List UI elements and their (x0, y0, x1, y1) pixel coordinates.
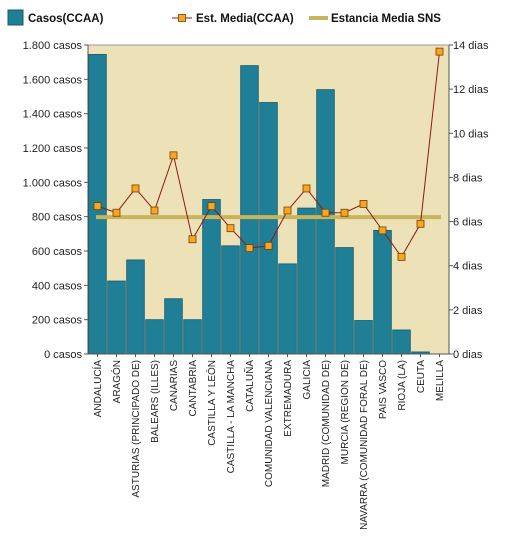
line-point (169, 151, 178, 160)
line-point (416, 219, 425, 228)
line-point (131, 184, 140, 193)
category-label: COMUNIDAD VALENCIANA (264, 360, 275, 487)
left-tick-label: 1.600 casos (23, 74, 83, 86)
line-point (112, 208, 121, 217)
category-label: BALEARS (ILLES) (150, 360, 161, 443)
left-tick-label: 1.800 casos (23, 40, 83, 52)
line-point (321, 208, 330, 217)
legend-label: Casos(CCAA) (28, 13, 104, 25)
right-tick-label: 8 dias (453, 172, 483, 184)
legend: Casos(CCAA) Est. Media(CCAA) Estancia Medi… (7, 9, 441, 26)
right-tick-label: 0 dias (453, 349, 483, 361)
legend-swatch-marker (178, 14, 186, 22)
left-tick-label: 1.000 casos (23, 177, 83, 189)
bar (278, 263, 297, 355)
bar (107, 280, 126, 355)
category-label: CASTILLA - LA MANCHA (226, 360, 237, 474)
line-point (302, 184, 311, 193)
bar (183, 319, 202, 355)
right-tick-label: 6 dias (453, 217, 483, 229)
bar (316, 89, 335, 355)
category-label: MURCIA (REGION DE) (340, 360, 351, 464)
bar (202, 199, 221, 355)
bar (164, 298, 183, 355)
line-point (188, 235, 197, 244)
category-label: ASTURIAS (PRINCIPADO DE) (131, 360, 142, 498)
left-tick-label: 200 casos (32, 315, 83, 327)
bar (259, 102, 278, 355)
bar (221, 245, 240, 355)
line-point (359, 200, 368, 208)
category-label: GALICIA (302, 360, 313, 400)
line-point (435, 47, 444, 56)
right-tick-label: 2 dias (453, 305, 483, 317)
bar (145, 319, 164, 355)
legend-swatch-bar (7, 9, 24, 26)
right-tick-label: 14 dias (453, 40, 489, 52)
category-label: CEUTA (416, 360, 427, 393)
left-tick-label: 0 casos (44, 349, 82, 361)
category-label: MADRID (COMUNIDAD DE) (321, 360, 332, 487)
bar (126, 259, 145, 355)
category-label: CASTILLA Y LEÓN (205, 360, 218, 446)
left-tick-label: 600 casos (32, 246, 83, 258)
bar (354, 320, 373, 355)
legend-label: Estancia Media SNS (331, 13, 441, 25)
bar (373, 229, 392, 355)
line-point (264, 241, 273, 250)
bar (392, 329, 411, 355)
category-label: MELILLA (435, 360, 446, 401)
category-label: EXTREMADURA (283, 360, 294, 437)
legend-label: Est. Media(CCAA) (196, 13, 294, 25)
line-point (93, 202, 102, 211)
bar (335, 247, 354, 355)
right-tick-label: 10 dias (453, 128, 489, 140)
category-label: CATALUÑA (243, 360, 256, 412)
category-label: ARAGÓN (110, 360, 123, 403)
category-label: PAIS VASCO (378, 360, 389, 419)
line-point (378, 226, 387, 235)
right-tick-label: 12 dias (453, 84, 489, 96)
line-point (340, 208, 349, 217)
category-label: NAVARRA (COMUNIDAD FORAL DE) (359, 360, 370, 530)
category-label: RIOJA (LA) (397, 360, 408, 411)
bar (240, 65, 259, 355)
left-tick-label: 400 casos (32, 280, 83, 292)
category-label: CANARIAS (169, 360, 180, 411)
line-point (226, 224, 235, 233)
line-point (283, 206, 292, 215)
line-point (150, 206, 159, 215)
line-point (207, 202, 216, 211)
line-point (397, 252, 406, 261)
left-tick-label: 800 casos (32, 212, 83, 224)
right-tick-label: 4 dias (453, 261, 483, 273)
category-label: ANDALUCÍA (91, 360, 104, 418)
bar (297, 207, 316, 355)
category-label: CANTABRIA (188, 360, 199, 417)
left-tick-label: 1.400 casos (23, 109, 83, 121)
line-point (245, 244, 254, 252)
left-tick-label: 1.200 casos (23, 143, 83, 155)
